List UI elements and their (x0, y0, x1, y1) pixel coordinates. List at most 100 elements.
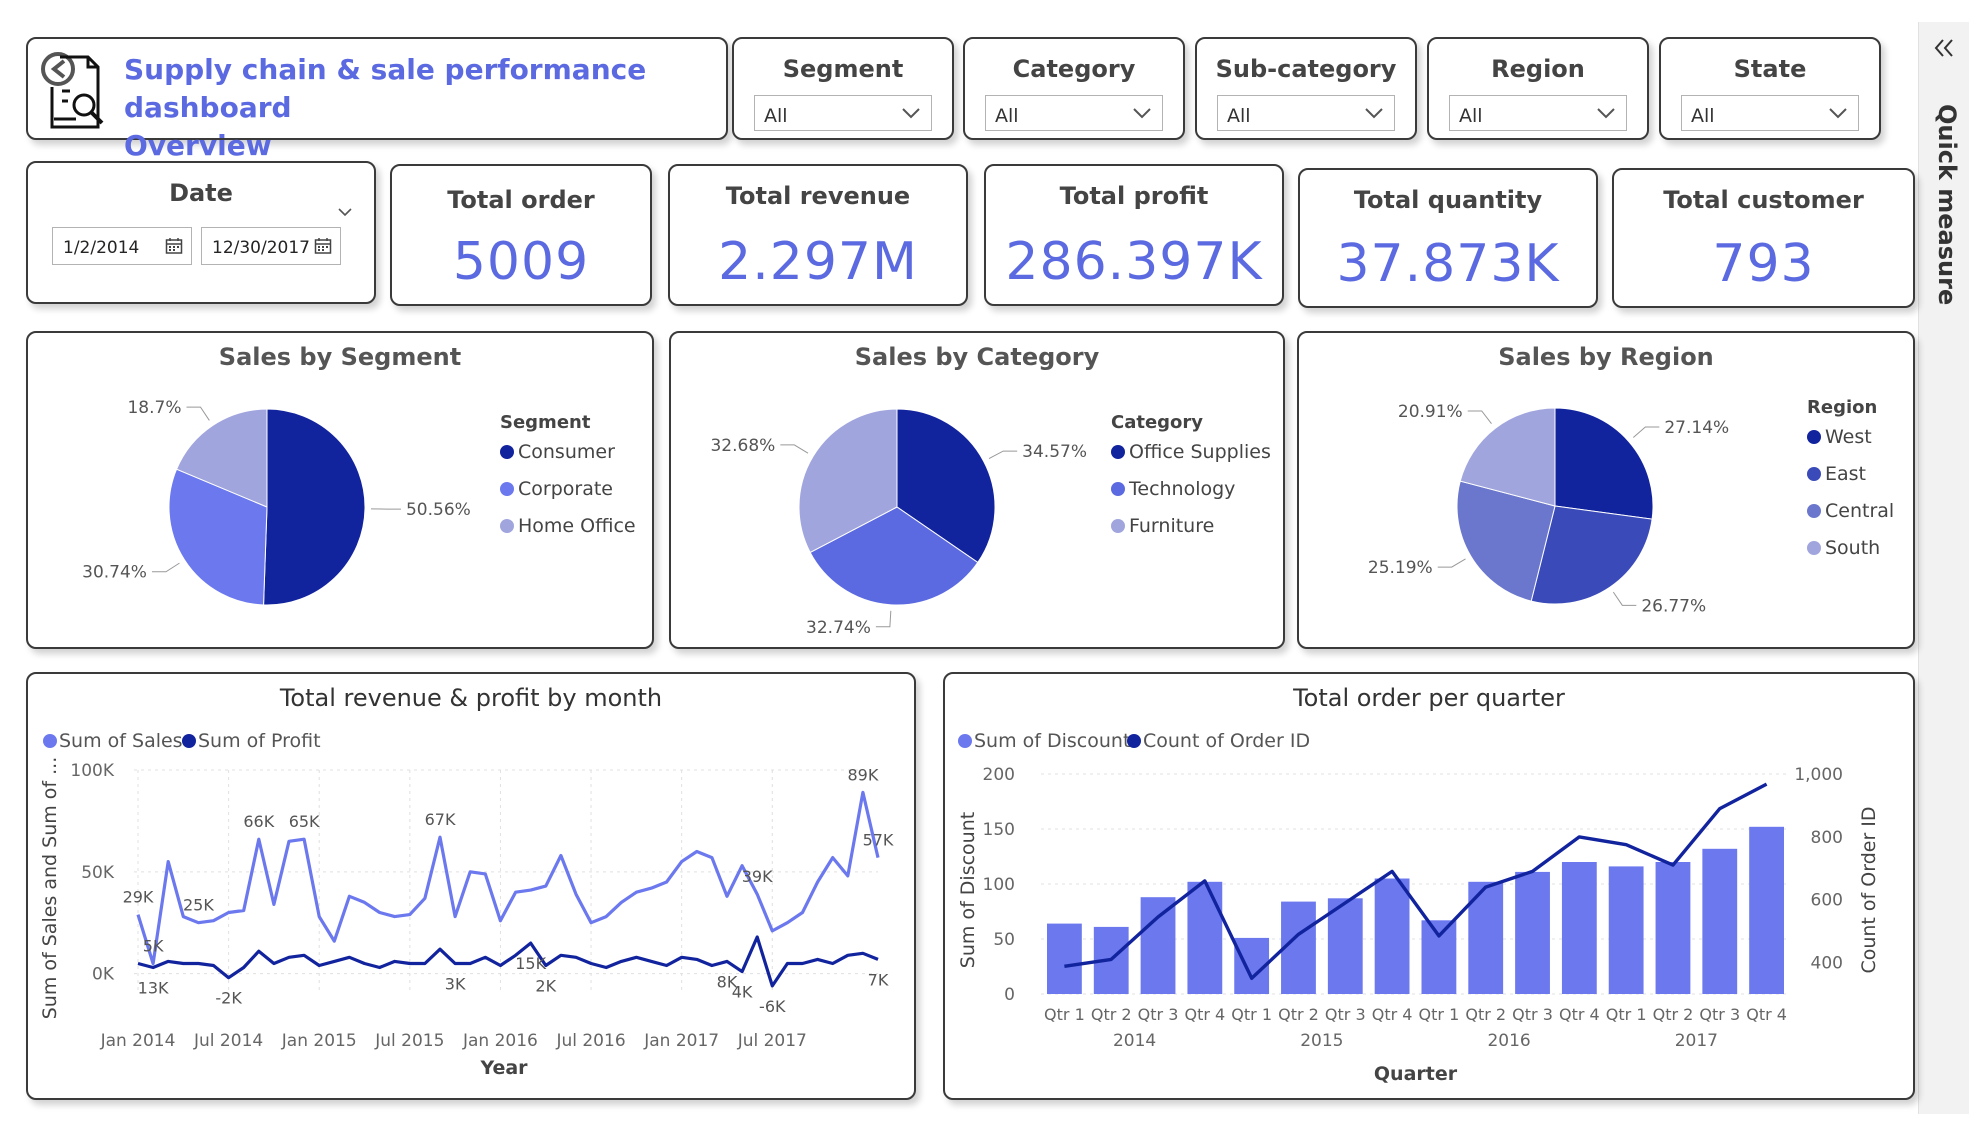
pie-slice (896, 408, 996, 564)
legend-label: Home Office (518, 515, 636, 537)
profit-data-label: 8K (717, 972, 738, 991)
state-dropdown-value: All (1691, 105, 1715, 127)
left-tick-label: 150 (983, 820, 1015, 840)
discount-bar (1187, 881, 1223, 994)
discount-bar (1608, 866, 1644, 994)
left-axis-title: Sum of Discount (957, 812, 979, 968)
category-dropdown-value: All (995, 105, 1019, 127)
double-chevron-left-icon[interactable] (1933, 38, 1955, 58)
discount-bar (1655, 862, 1691, 994)
segment-dropdown[interactable]: All (754, 95, 932, 131)
start-date-input[interactable]: 1/2/2014 (52, 227, 192, 265)
slicer-segment: Segment All (732, 37, 954, 140)
calendar-icon[interactable] (314, 237, 332, 255)
discount-bar (1281, 901, 1316, 994)
x-axis-title: Quarter (1374, 1063, 1458, 1085)
legend-marker (43, 734, 57, 748)
dashboard-title: Supply chain & sale performance dashboar… (124, 51, 726, 165)
quarter-label: Qtr 2 (1278, 1005, 1319, 1024)
region-dropdown[interactable]: All (1449, 95, 1627, 131)
x-tick-label: Jan 2014 (100, 1031, 176, 1051)
legend-marker (958, 734, 972, 748)
calendar-icon[interactable] (165, 237, 183, 255)
pie-slice (1459, 407, 1556, 507)
legend-label: East (1825, 463, 1866, 485)
pie-slice (1554, 407, 1654, 520)
profit-data-label: -2K (215, 989, 242, 1008)
legend-marker (1807, 467, 1821, 481)
profit-data-label: 13K (138, 979, 169, 998)
segment-dropdown-value: All (764, 105, 788, 127)
kpi-total-customer-label: Total customer (1663, 186, 1864, 214)
sub-category-dropdown[interactable]: All (1217, 95, 1395, 131)
quarter-label: Qtr 3 (1325, 1005, 1366, 1024)
quick-measure-label: Quick measure (1933, 104, 1961, 306)
chevron-down-icon (1133, 108, 1151, 119)
sales-data-label: 25K (183, 896, 214, 915)
discount-bar (1374, 878, 1410, 994)
legend-label: West (1825, 426, 1872, 448)
data-label: 30.74% (82, 563, 147, 583)
slicer-category: Category All (963, 37, 1185, 140)
sales-by-category-chart[interactable]: 34.57% 32.74% 32.68% Category Office Supplie… (671, 333, 1283, 647)
end-date-value: 12/30/2017 (212, 238, 310, 258)
quarter-label: Qtr 2 (1091, 1005, 1132, 1024)
revenue-profit-chart[interactable]: Sum of Sales Sum of Profit 0K 50K 100K Jan 20… (28, 674, 914, 1098)
quick-measure-pane[interactable]: Quick measure (1918, 22, 1969, 1114)
profit-data-label: 4K (732, 983, 753, 1002)
data-label-leader (875, 610, 892, 628)
kpi-total-order: Total order 5009 (390, 164, 652, 306)
quarter-label: Qtr 4 (1372, 1005, 1413, 1024)
legend-title: Segment (500, 412, 591, 433)
profit-data-label: 15K (515, 954, 546, 973)
discount-bar (1327, 898, 1363, 994)
legend-label: South (1825, 537, 1880, 559)
discount-bar (1515, 871, 1550, 994)
data-label-leader (186, 406, 210, 421)
x-tick-label: Jul 2015 (374, 1031, 444, 1051)
quarter-label: Qtr 1 (1044, 1005, 1085, 1024)
sales-data-label: 67K (425, 810, 456, 829)
sales-data-label: 89K (847, 765, 878, 784)
profit-line (137, 935, 879, 988)
kpi-total-quantity: Total quantity 37.873K (1298, 168, 1598, 308)
slicer-category-label: Category (1012, 55, 1136, 83)
legend-label: Corporate (518, 478, 613, 500)
y-tick-label: 100K (70, 761, 114, 781)
chevron-down-icon (1829, 108, 1847, 119)
legend-marker (500, 445, 514, 459)
data-label: 26.77% (1641, 596, 1706, 616)
discount-bar (1561, 862, 1597, 994)
legend-marker (1127, 734, 1141, 748)
chevron-down-icon (902, 108, 920, 119)
chevron-down-icon[interactable] (338, 207, 352, 217)
quarter-label: Qtr 1 (1606, 1005, 1647, 1024)
profit-data-label: 3K (445, 974, 466, 993)
revenue-profit-card: Total revenue & profit by month Sum of S… (26, 672, 916, 1100)
quarter-label: Qtr 1 (1419, 1005, 1460, 1024)
legend-title: Region (1807, 397, 1877, 418)
sales-data-label: 29K (123, 888, 154, 907)
right-tick-label: 600 (1811, 891, 1843, 911)
y-tick-label: 0K (92, 965, 115, 985)
year-label: 2015 (1300, 1031, 1343, 1051)
data-label: 27.14% (1664, 418, 1729, 438)
category-dropdown[interactable]: All (985, 95, 1163, 131)
data-label-leader (1437, 558, 1466, 568)
sales-by-segment-chart[interactable]: 50.56% 30.74% 18.7% Segment Consumer Corporat… (28, 333, 652, 647)
legend-marker (1807, 504, 1821, 518)
legend-marker (182, 734, 196, 748)
orders-per-quarter-chart[interactable]: Sum of Discount Count of Order ID 0 50 100 15… (945, 674, 1913, 1098)
state-dropdown[interactable]: All (1681, 95, 1859, 131)
legend-marker (500, 482, 514, 496)
x-axis-title: Year (479, 1057, 528, 1079)
discount-bar (1749, 826, 1784, 994)
sales-by-region-chart[interactable]: 27.14% 26.77% 25.19% 20.91% Region West East Ce… (1299, 333, 1913, 647)
pie-slice (175, 408, 268, 508)
x-tick-label: Jan 2017 (643, 1031, 719, 1051)
x-tick-label: Jul 2016 (555, 1031, 625, 1051)
chart-title: Sales by Region (1498, 343, 1714, 371)
right-tick-label: 400 (1811, 954, 1843, 974)
right-tick-label: 800 (1811, 828, 1843, 848)
end-date-input[interactable]: 12/30/2017 (201, 227, 341, 265)
